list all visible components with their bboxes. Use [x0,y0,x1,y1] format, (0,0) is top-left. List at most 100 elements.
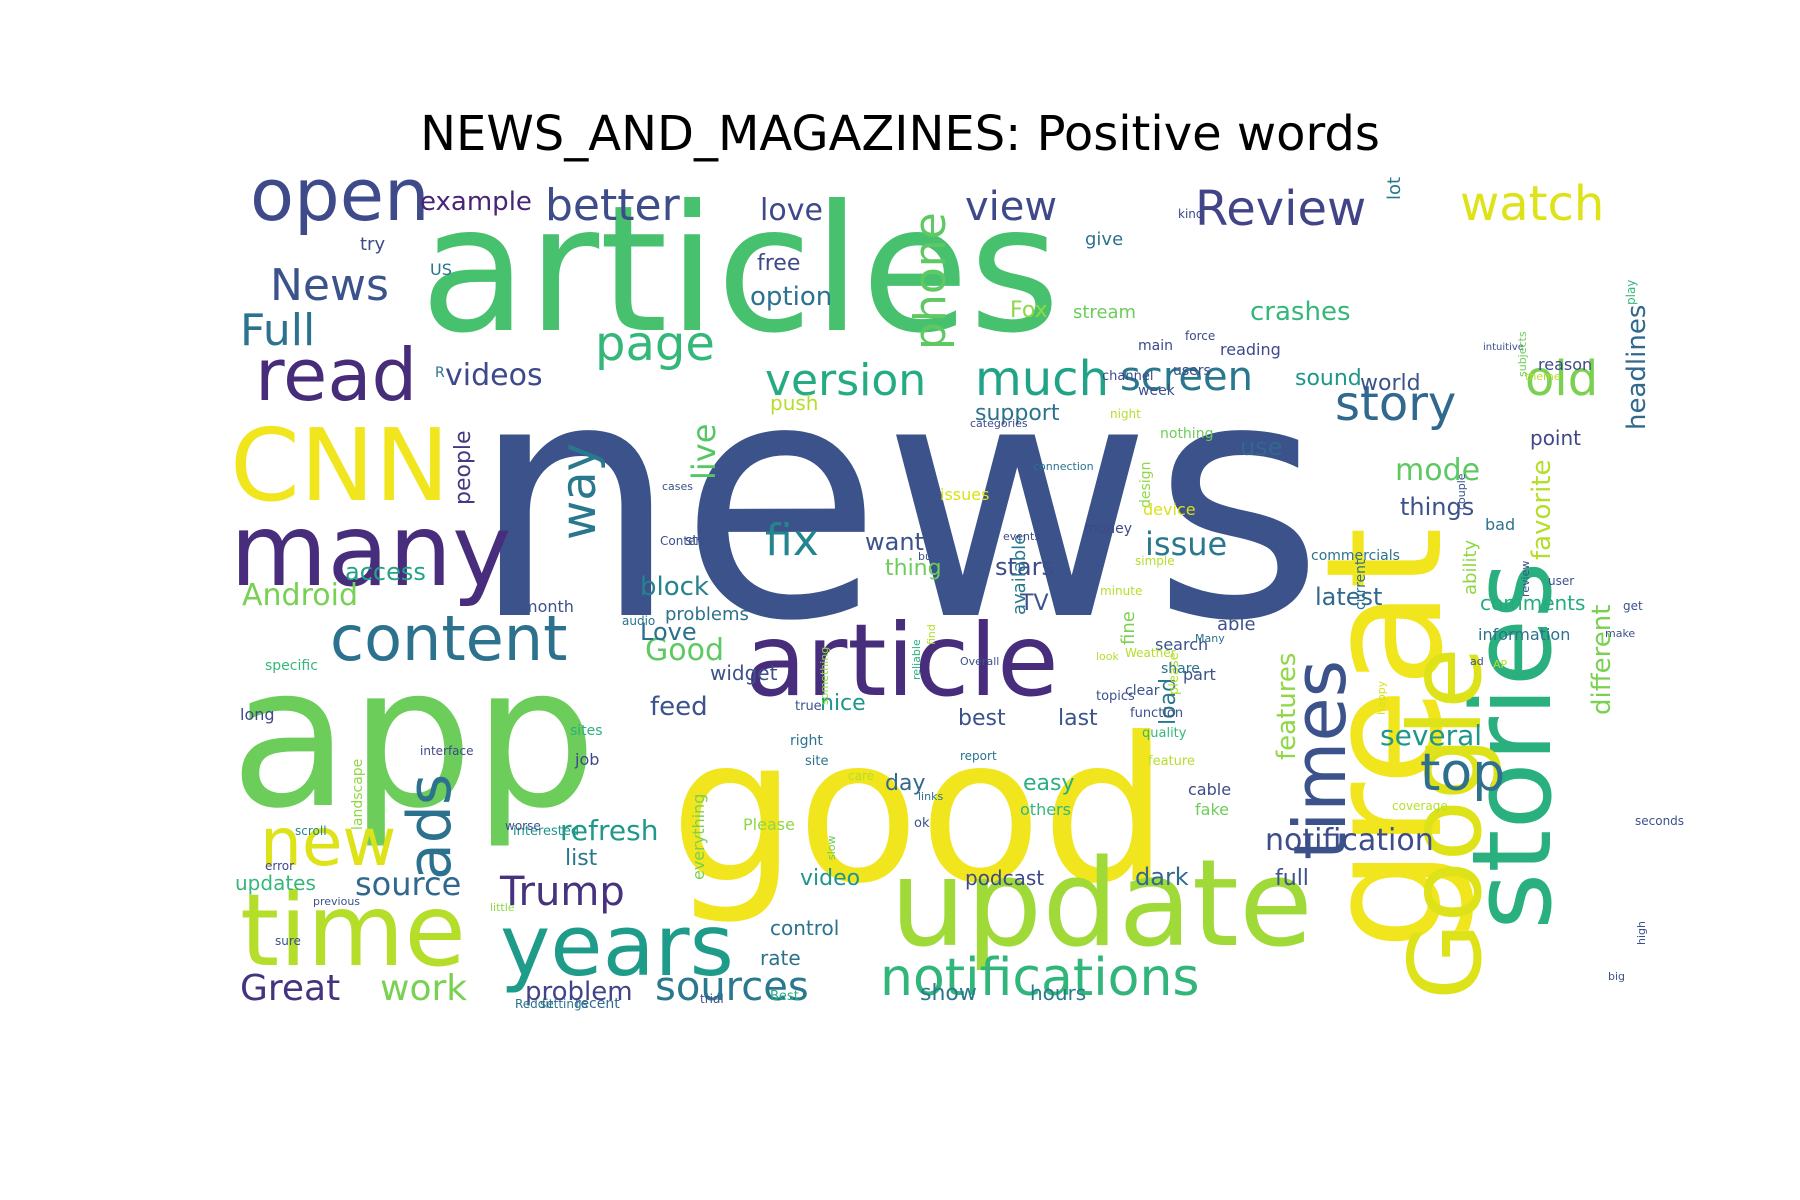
word-error: error [265,859,294,873]
word-open: open [250,153,430,237]
word-share: share [1161,661,1200,677]
word-specific: specific [265,658,318,674]
word-many: Many [1195,632,1225,645]
word-control: control [770,916,839,940]
word-landscape: landscape [350,759,366,830]
word-source: source [355,865,461,903]
word-us: US [430,260,452,279]
word-top: top [1420,743,1505,803]
word-links: links [918,790,943,803]
word-force: force [1185,329,1215,343]
word-cable: cable [1188,780,1231,799]
word-user: user [1548,574,1574,588]
word-slow: slow [825,835,838,860]
word-podcast: podcast [965,866,1044,890]
word-ap: AP [1493,658,1508,671]
word-high: high [1635,921,1648,945]
word-reason: reason [1538,355,1592,374]
word-users: users [1173,363,1211,379]
word-news: News [270,260,389,311]
word-great: Great [240,968,340,1009]
word-show: show [920,981,977,1006]
word-full: Full [240,305,315,356]
word-best: best [958,706,1006,731]
word-article: article [745,602,1059,719]
word-dark: dark [1135,863,1189,891]
word-previous: previous [313,895,360,908]
word-something: something [818,647,831,705]
word-channel: channel [1102,369,1153,384]
word-others: others [1020,800,1071,819]
word-current: current [1353,559,1369,610]
word-connection: connection [1033,460,1094,473]
word-scroll: scroll [295,824,327,838]
word-page: page [595,316,715,372]
word-fake: fake [1195,800,1229,819]
word-live: live [685,424,723,480]
word-cnn: CNN [230,407,449,524]
word-review: Review [1195,181,1366,237]
word-trial: trial [700,992,724,1006]
word-look: look [1096,650,1120,663]
word-long: long [240,705,275,724]
word-favorite: favorite [1527,460,1557,560]
word-coverage: coverage [1392,799,1448,813]
word-stream: stream [1073,302,1136,323]
word-list: list [565,846,598,871]
word-worse: worse [505,819,541,833]
word-love: love [760,193,823,228]
word-fix: fix [765,515,819,566]
word-crashes: crashes [1250,297,1350,327]
word-videos: videos [445,358,543,393]
word-find: find [925,624,938,645]
word-care: care [848,769,874,783]
word-give: give [1085,229,1123,250]
word-notification: notification [1265,823,1434,858]
word-review: review [1519,561,1532,597]
word-available: available [1009,534,1030,615]
word-sure: sure [275,934,301,948]
word-r: R [435,365,445,381]
word-main: main [1138,338,1173,354]
word-topics: topics [1096,689,1135,704]
word-use: use [1240,433,1282,461]
word-device: device [1143,500,1196,519]
word-information: information [1478,625,1570,644]
word-watch: watch [1460,176,1604,232]
word-issues: issues [940,485,989,504]
word-events: events [1003,530,1040,543]
word-simple: simple [1135,554,1175,568]
word-last: last [1058,706,1098,731]
word-happy: happy [1375,680,1388,715]
word-example: example [420,187,532,217]
word-please: Please [743,815,795,834]
word-headlines: headlines [1622,305,1652,430]
word-better: better [545,180,681,231]
word-get: get [1623,599,1643,613]
word-people: people [451,430,476,505]
word-audio: audio [622,614,655,628]
word-block: block [640,572,709,602]
word-money: money [1084,521,1132,537]
word-seconds: seconds [1635,814,1684,828]
word-easy: easy [1023,771,1075,796]
word-make: make [1605,627,1635,640]
word-world: world [1360,371,1421,396]
word-sound: sound [1295,366,1362,391]
word-fox: Fox [1010,298,1048,323]
word-feature: feature [1148,754,1195,769]
word-option: option [750,282,832,312]
word-reliable: reliable [910,639,923,680]
word-overall: Overall [960,655,999,668]
word-latest: latest [1315,583,1382,611]
word-way: way [551,443,607,540]
word-nothing: nothing [1160,426,1213,442]
word-push: push [770,391,818,415]
word-problems: problems [665,604,749,625]
word-much: much [975,351,1109,407]
word-play: play [1624,280,1638,305]
word-cases: cases [662,480,693,493]
word-different: different [1587,605,1617,715]
word-button: button [918,550,954,563]
